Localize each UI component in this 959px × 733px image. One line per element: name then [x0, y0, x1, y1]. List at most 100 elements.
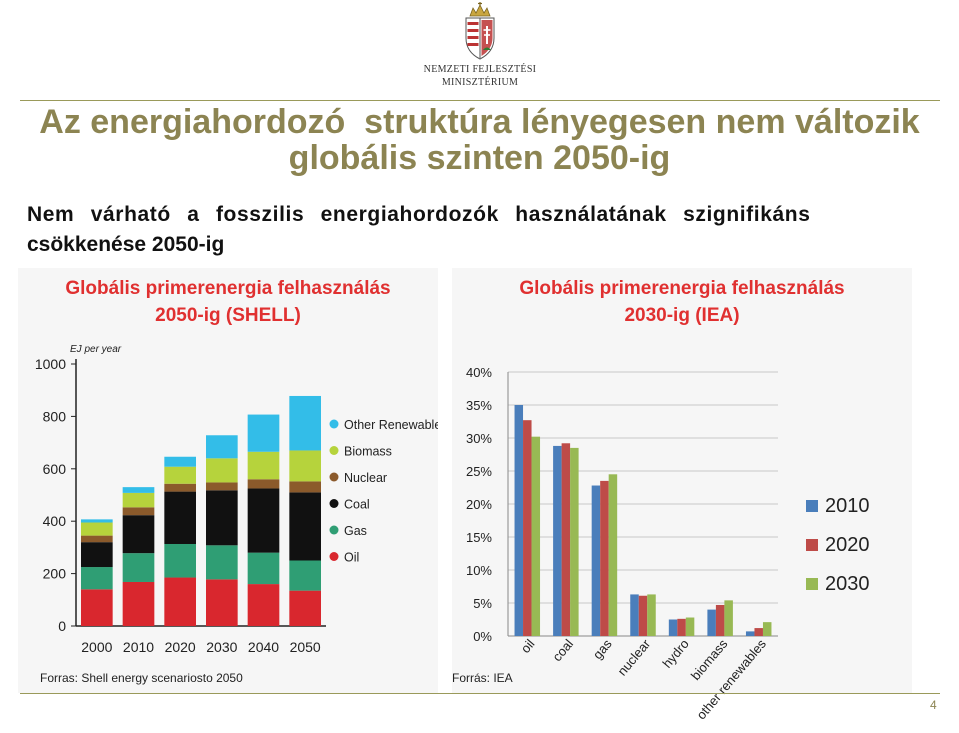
iea-bar	[553, 445, 562, 636]
shell-bar-segment	[164, 466, 196, 484]
iea-legend-marker	[806, 539, 818, 551]
shell-y-tick-label: 600	[43, 461, 67, 477]
shell-bar-segment	[81, 522, 113, 536]
shell-bar-segment	[164, 456, 196, 467]
shell-bar-segment	[164, 491, 196, 544]
shell-legend-marker	[329, 525, 339, 535]
shell-x-tick-label: 2050	[290, 639, 321, 655]
shell-bar-segment	[81, 519, 113, 523]
ministry-name-line1: NEMZETI FEJLESZTÉSI	[423, 64, 537, 75]
iea-bar	[591, 485, 601, 636]
iea-y-tick-label: 35%	[466, 398, 492, 413]
shell-bar-segment	[289, 481, 321, 493]
iea-legend-label: 2030	[825, 573, 870, 595]
shell-bar-segment	[247, 451, 280, 480]
iea-bar	[754, 628, 763, 636]
shell-panel-title-line1: Globális primerenergia felhasználás	[65, 278, 391, 299]
iea-source-note: Forrás: IEA	[452, 671, 513, 685]
shell-legend-label: Gas	[344, 524, 367, 538]
iea-bar	[707, 609, 716, 636]
shell-bar-segment	[81, 567, 113, 590]
coat-of-arms-icon	[465, 2, 495, 60]
shell-y-axis-label: EJ per year	[70, 344, 122, 355]
iea-bar	[561, 443, 571, 636]
shell-chart-panel: Globális primerenergia felhasználás 2050…	[18, 268, 438, 693]
slide-title-line2: globális szinten 2050-ig	[288, 139, 671, 177]
iea-bar	[514, 405, 524, 636]
iea-y-tick-label: 0%	[473, 629, 492, 644]
iea-bar	[668, 619, 678, 636]
shell-bar-segment	[289, 450, 321, 482]
shell-bar-segment	[206, 545, 238, 580]
iea-bar	[600, 480, 609, 636]
iea-bar	[677, 618, 686, 636]
shell-bar-segment	[289, 560, 321, 591]
iea-bar	[638, 595, 648, 636]
page-number: 4	[930, 698, 937, 712]
shell-legend-label: Other Renewables	[344, 418, 438, 432]
shell-bar-segment	[122, 492, 155, 508]
shell-legend-marker	[329, 419, 339, 429]
shell-legend-label: Oil	[344, 551, 359, 565]
shell-bar-segment	[81, 589, 113, 626]
shell-legend-label: Biomass	[344, 445, 392, 459]
shell-legend-marker	[329, 446, 339, 455]
iea-legend-marker	[806, 578, 818, 590]
shell-legend-marker	[329, 499, 339, 508]
shell-y-tick-label: 800	[43, 408, 67, 424]
iea-y-tick-label: 15%	[466, 530, 492, 545]
iea-bar	[570, 447, 579, 636]
shell-bar-segment	[122, 515, 155, 554]
shell-legend-marker	[329, 472, 339, 482]
shell-bar-segment	[289, 395, 321, 451]
shell-bar-segment	[289, 492, 321, 561]
shell-bar-segment	[122, 487, 155, 493]
shell-bar-segment	[81, 542, 113, 568]
shell-bar-segment	[206, 490, 238, 546]
iea-bar	[523, 420, 532, 636]
shell-bar-segment	[206, 579, 238, 626]
iea-panel-title-line2: 2030-ig (IEA)	[624, 305, 740, 326]
slide-title: Az energiahordozó struktúra lényegesen n…	[0, 104, 959, 176]
shell-bar-segment	[289, 590, 321, 626]
shell-y-tick-label: 1000	[35, 356, 66, 372]
shell-y-tick-label: 200	[43, 566, 67, 582]
iea-bar	[685, 617, 695, 636]
shell-legend-label: Nuclear	[344, 471, 387, 485]
shell-bar-segment	[247, 488, 280, 553]
iea-y-tick-label: 5%	[473, 596, 492, 611]
subtitle-line2: csökkenése 2050-ig	[27, 233, 225, 256]
shell-bar-segment	[247, 552, 280, 585]
shell-y-tick-label: 400	[43, 513, 67, 529]
slide-title-line1: Az energiahordozó struktúra lényegesen n…	[39, 103, 920, 141]
iea-y-tick-label: 20%	[466, 497, 492, 512]
shell-bar-segment	[122, 581, 155, 626]
slide-subtitle: Nem várható a fosszilis energiahordozók …	[0, 203, 959, 265]
shell-stacked-bar-chart: EJ per year 0 200 400 600 800 1000 2000 2010 2020…	[35, 344, 438, 655]
iea-x-tick-label: hydro	[659, 636, 691, 671]
iea-bar	[724, 600, 733, 636]
iea-x-tick-label: coal	[549, 636, 576, 664]
iea-bar	[647, 594, 656, 636]
iea-y-tick-label: 40%	[466, 365, 492, 380]
shell-bar-segment	[164, 543, 196, 578]
iea-panel-title-line1: Globális primerenergia felhasználás	[519, 278, 845, 299]
iea-bar	[531, 436, 541, 636]
iea-bar	[745, 631, 755, 636]
iea-bar	[715, 604, 725, 636]
shell-y-tick-label: 0	[58, 618, 66, 634]
iea-bar	[762, 622, 772, 636]
iea-y-tick-label: 25%	[466, 464, 492, 479]
shell-x-tick-label: 2020	[165, 639, 196, 655]
header-divider	[20, 100, 940, 101]
iea-legend-label: 2010	[825, 495, 870, 517]
iea-y-tick-label: 10%	[466, 563, 492, 578]
footer-divider	[20, 693, 940, 694]
shell-bar-segment	[247, 479, 280, 489]
iea-legend-label: 2020	[825, 534, 870, 556]
iea-x-tick-label: gas	[590, 636, 615, 662]
shell-bar-segment	[122, 507, 155, 516]
shell-bar-segment	[164, 483, 196, 492]
shell-x-tick-label: 2030	[206, 639, 237, 655]
shell-source-note: Forras: Shell energy scenariosto 2050	[40, 671, 243, 685]
